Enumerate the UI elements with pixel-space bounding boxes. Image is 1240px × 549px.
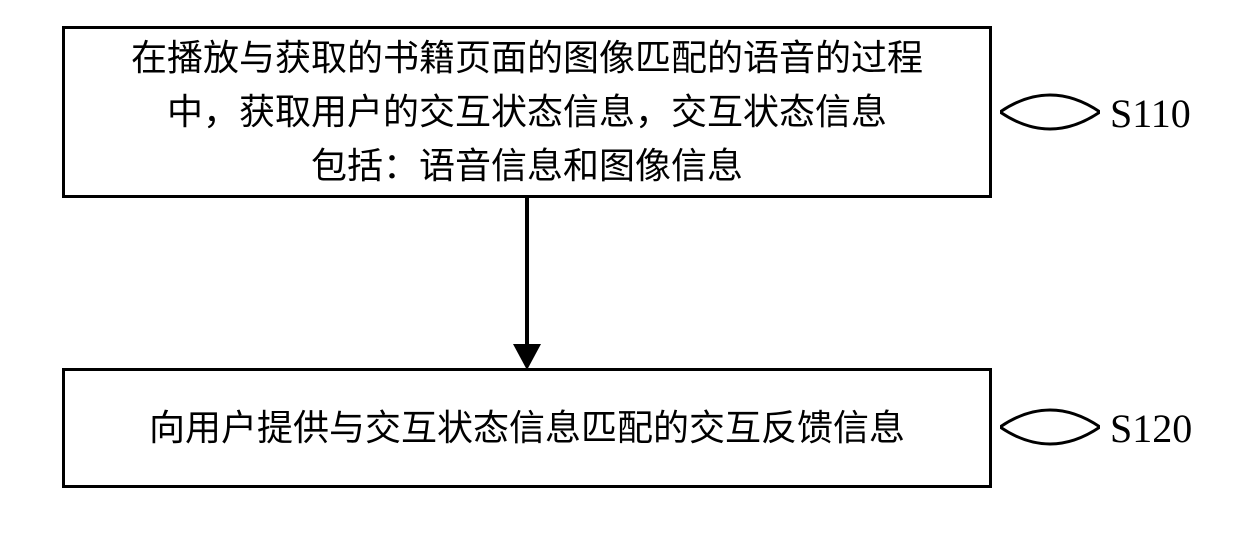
connector-s110 (1000, 90, 1100, 135)
step-box-s110: 在播放与获取的书籍页面的图像匹配的语音的过程 中，获取用户的交互状态信息，交互状… (62, 26, 992, 198)
step-text-s110: 在播放与获取的书籍页面的图像匹配的语音的过程 中，获取用户的交互状态信息，交互状… (131, 31, 923, 193)
step-text-s120: 向用户提供与交互状态信息匹配的交互反馈信息 (149, 401, 905, 455)
arrow-s110-to-s120 (524, 198, 530, 368)
arrow-line (525, 198, 529, 348)
step-box-s120: 向用户提供与交互状态信息匹配的交互反馈信息 (62, 368, 992, 488)
step-label-s110: S110 (1110, 90, 1191, 137)
arrow-head-icon (513, 344, 541, 370)
connector-s120 (1000, 405, 1100, 450)
step-label-s120: S120 (1110, 405, 1192, 452)
flowchart-canvas: 在播放与获取的书籍页面的图像匹配的语音的过程 中，获取用户的交互状态信息，交互状… (0, 0, 1240, 549)
